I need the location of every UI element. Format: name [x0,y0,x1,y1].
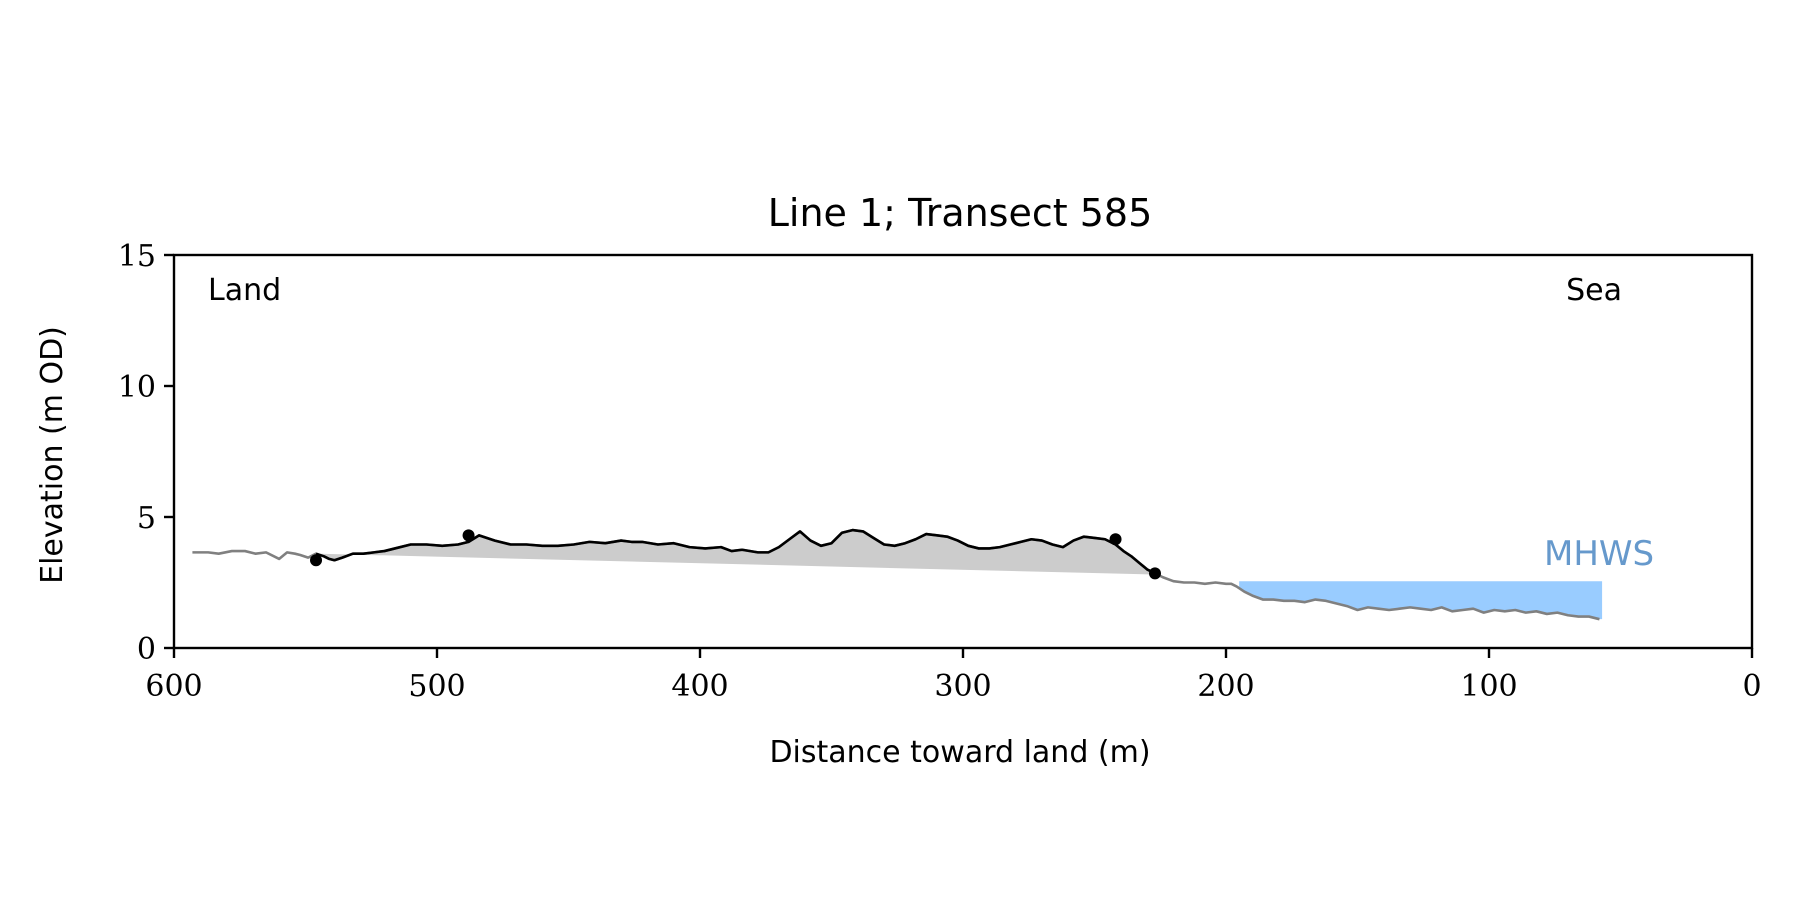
y-axis-label: Elevation (m OD) [35,326,70,584]
shaded-area-layer [316,530,1158,575]
y-tick-label: 5 [137,501,156,536]
shaded-area [316,530,1158,575]
y-tick-label: 10 [118,370,156,405]
marker-point-3 [1109,533,1122,546]
x-tick-label: 0 [1742,669,1761,704]
x-axis-label: Distance toward land (m) [769,735,1150,770]
marker-point-1 [310,554,323,567]
marker-point-4 [1148,567,1161,580]
x-tick-label: 600 [145,669,202,704]
y-tick-label: 15 [118,239,156,274]
mhws-label: MHWS [1544,534,1654,574]
marker-layer [310,529,1161,580]
sea-annotation: Sea [1566,273,1622,308]
profile-layer [192,528,1600,621]
mhws-layer: MHWS [1239,534,1654,620]
x-tick-label: 500 [408,669,465,704]
land-annotation: Land [208,273,281,308]
marker-point-2 [462,529,475,542]
x-tick-label: 400 [671,669,728,704]
y-tick-label: 0 [137,632,156,667]
axes-layer: 600 500 400 300 200 100 0 0 5 10 15 [118,239,1762,704]
x-tick-label: 200 [1197,669,1254,704]
chart-title: Line 1; Transect 585 [768,191,1153,235]
x-tick-label: 100 [1460,669,1517,704]
crest-line [315,528,1159,576]
x-tick-label: 300 [934,669,991,704]
